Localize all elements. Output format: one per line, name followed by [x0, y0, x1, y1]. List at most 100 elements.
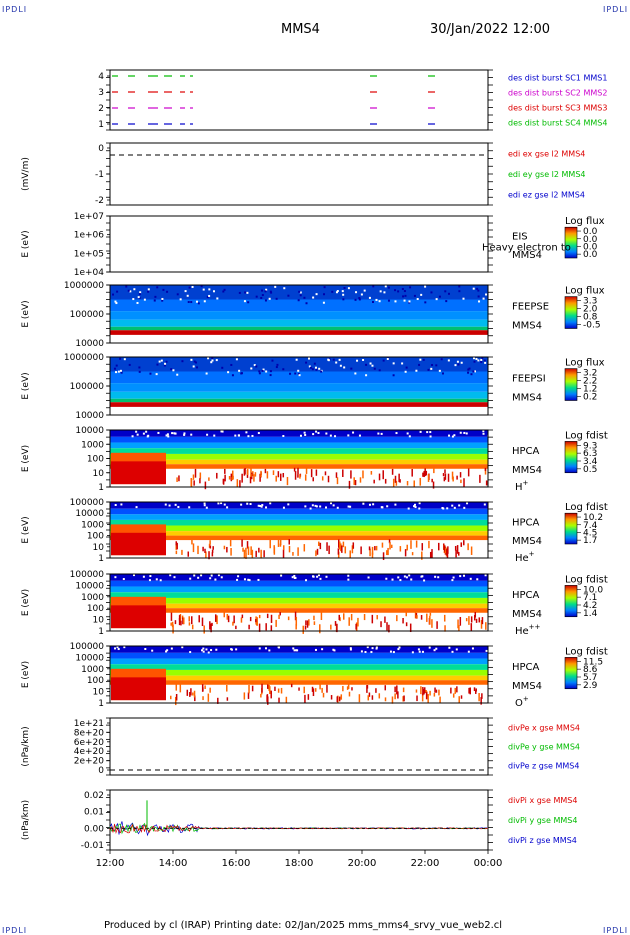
heatmap-speck [298, 687, 300, 691]
y-tick-label: 0 [98, 144, 104, 154]
panel-hpca-h: 10000 1000 100 10 1 E (eV) Log fdist9.36.33.40… [21, 426, 608, 493]
y-tick-label: 1e+21 [74, 719, 104, 729]
heatmap-speck [231, 477, 233, 481]
heatmap-speck [409, 286, 412, 289]
corner-label-top-left: IPDLI [2, 5, 28, 14]
heatmap-speck [428, 540, 430, 549]
heatmap-speck [265, 288, 268, 291]
heatmap-speck [429, 551, 432, 558]
heatmap-speck [283, 545, 285, 551]
heatmap-speck [408, 300, 411, 303]
heatmap-speck [161, 297, 164, 300]
instrument-label: HPCA [512, 446, 540, 457]
heatmap-speck [313, 615, 315, 621]
y-tick-label: 4e+20 [74, 747, 105, 757]
heatmap-speck [366, 685, 368, 693]
heatmap-speck [170, 612, 173, 621]
colorbar [564, 296, 578, 329]
panel-frame [109, 142, 489, 206]
heatmap-speck [179, 683, 182, 693]
heatmap-speck [374, 546, 376, 551]
heatmap-speck [347, 578, 350, 581]
heatmap-early-block [111, 532, 166, 556]
heatmap-speck [422, 358, 425, 361]
heatmap-speck [143, 298, 146, 301]
heatmap-band [110, 652, 488, 659]
heatmap-speck [475, 357, 478, 360]
heatmap-speck [250, 367, 253, 370]
heatmap-speck [323, 286, 326, 289]
heatmap-speck [368, 503, 371, 506]
heatmap-band [110, 675, 488, 681]
heatmap-speck [438, 295, 441, 298]
heatmap-speck [451, 471, 454, 480]
heatmap-speck [371, 552, 374, 558]
heatmap-speck [366, 646, 369, 649]
heatmap-speck [358, 434, 361, 437]
heatmap-speck [303, 431, 306, 434]
heatmap-speck [347, 287, 350, 290]
heatmap-band [110, 574, 488, 581]
heatmap-speck [421, 543, 424, 551]
heatmap-speck [247, 578, 250, 581]
heatmap-speck [355, 623, 357, 630]
heatmap-speck [392, 478, 395, 488]
heatmap-speck [164, 503, 167, 506]
heatmap-speck [149, 575, 152, 578]
heatmap-speck [260, 505, 263, 508]
heatmap-speck [475, 688, 477, 692]
heatmap-speck [452, 476, 454, 482]
heatmap-speck [250, 473, 252, 478]
heatmap-speck [293, 577, 296, 580]
heatmap-speck [194, 468, 197, 478]
heatmap-speck [363, 614, 366, 621]
heatmap-speck [406, 432, 409, 435]
heatmap-speck [397, 691, 399, 699]
heatmap-speck [399, 479, 401, 483]
heatmap-speck [246, 502, 249, 505]
heatmap-speck [190, 478, 193, 487]
heatmap-speck [178, 615, 181, 621]
heatmap-speck [266, 613, 269, 619]
heatmap-speck [425, 692, 428, 700]
heatmap-speck [474, 615, 476, 621]
heatmap-speck [227, 615, 230, 623]
heatmap-speck [305, 302, 308, 305]
heatmap-speck [265, 370, 268, 373]
heatmap-speck [204, 685, 206, 689]
heatmap-speck [430, 367, 433, 370]
heatmap-speck [172, 369, 175, 372]
heatmap-speck [251, 685, 254, 692]
colorbar-title: Log flux [565, 286, 605, 297]
heatmap-speck [422, 472, 424, 477]
colorbar-tick-label: 10.2 [583, 513, 603, 523]
spacecraft-label: MMS4 [512, 250, 542, 261]
heatmap-speck [165, 360, 168, 363]
heatmap-speck [392, 362, 395, 365]
heatmap-speck [407, 507, 410, 510]
heatmap-speck [248, 579, 251, 582]
heatmap-speck [217, 502, 220, 505]
heatmap-speck [188, 616, 190, 622]
heatmap-speck [458, 625, 460, 632]
heatmap-speck [321, 648, 324, 651]
heatmap-speck [258, 623, 261, 632]
heatmap-speck [341, 290, 344, 293]
heatmap-speck [434, 575, 437, 578]
legend-entry: des dist burst SC2 MMS2 [508, 89, 607, 98]
heatmap-speck [197, 302, 200, 305]
heatmap-speck [288, 539, 290, 545]
heatmap-speck [376, 615, 378, 620]
heatmap-speck [307, 694, 310, 700]
heatmap-speck [395, 432, 398, 435]
heatmap-speck [385, 577, 388, 580]
legend-entry: divPe z gse MMS4 [508, 762, 579, 771]
heatmap-speck [257, 578, 260, 581]
heatmap-band [110, 391, 488, 399]
legend-entry: edi ex gse l2 MMS4 [508, 149, 585, 158]
heatmap-speck [114, 576, 117, 579]
heatmap-speck [317, 574, 320, 577]
colorbar-tick-label: 5.7 [583, 673, 597, 683]
heatmap-speck [426, 431, 429, 434]
heatmap-speck [265, 647, 268, 650]
